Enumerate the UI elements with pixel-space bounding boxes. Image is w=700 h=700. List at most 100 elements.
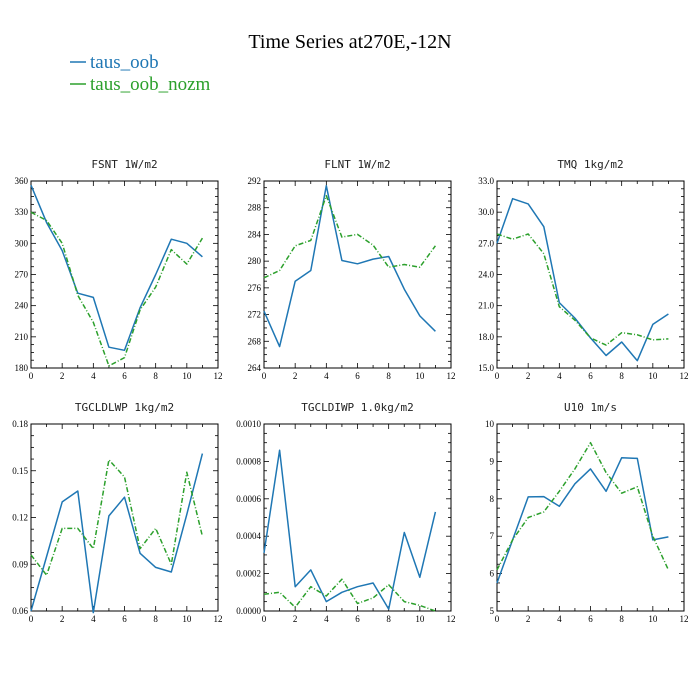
x-tick-label: 2 [293,371,298,381]
figure-title: Time Series at270E,-12N [248,31,451,53]
panel-title: TGCLDIWP 1.0kg/m2 [301,401,414,414]
plot-frame [30,180,219,369]
series-line-taus-oob-nozm [30,211,204,367]
y-tick-label: 272 [248,310,262,320]
series-line-taus-oob-nozm [263,578,436,612]
y-tick-label: 180 [15,363,29,373]
y-tick-label: 0.0004 [236,531,261,541]
x-tick-label: 8 [386,371,391,381]
series-line-taus-oob [30,453,204,614]
y-tick-label: 292 [248,176,262,186]
x-tick-label: 6 [122,614,127,624]
x-tick-label: 4 [91,614,96,624]
y-tick-label: 6 [490,569,495,579]
x-tick-label: 12 [214,371,223,381]
series-line-taus-oob-nozm [263,194,437,279]
x-tick-label: 4 [557,614,562,624]
panel-title: U10 1m/s [564,401,617,414]
series-line-taus-oob [496,197,669,362]
x-tick-label: 2 [293,614,298,624]
y-tick-label: 0.0008 [236,456,261,466]
y-tick-label: 210 [15,332,29,342]
x-tick-label: 2 [526,371,531,381]
y-tick-label: 0.0006 [236,494,261,504]
x-tick-label: 4 [91,371,96,381]
y-tick-label: 0.12 [12,513,28,523]
y-tick-label: 18.0 [478,332,494,342]
series-line-taus-oob-nozm [496,233,669,346]
y-tick-label: 33.0 [478,176,494,186]
panel-1: FSNT 1W/m2 0 2 4 6 8 10 12 180 210 240 270 300 330 360 [15,158,223,381]
y-tick-label: 21.0 [478,301,494,311]
plot-frame [263,180,452,369]
x-tick-label: 8 [153,614,158,624]
y-tick-label: 270 [15,270,29,280]
y-tick-label: 0.0002 [236,569,261,579]
panel-5: TGCLDIWP 1.0kg/m2 0 2 4 6 8 10 12 0.0000 0.0002 0.… [236,401,455,624]
y-tick-label: 10 [485,419,495,429]
plot-frame [263,423,452,612]
y-tick-label: 330 [15,207,29,217]
y-tick-label: 0.0010 [236,419,261,429]
x-tick-label: 12 [214,614,223,624]
y-tick-label: 7 [490,531,495,541]
x-tick-label: 12 [447,614,456,624]
plot-frame [496,423,685,612]
x-tick-label: 8 [619,614,624,624]
series-line-taus-oob [496,456,669,584]
panel-title: FSNT 1W/m2 [91,158,157,171]
x-tick-label: 12 [680,371,689,381]
x-tick-label: 4 [324,371,329,381]
panels: FSNT 1W/m20 2 4 6 8 10 12180210240270300330360… [12,158,688,624]
y-tick-label: 30.0 [478,207,494,217]
y-tick-label: 8 [490,494,495,504]
y-tick-label: 27.0 [478,238,494,248]
x-tick-label: 2 [526,614,531,624]
x-tick-label: 0 [495,614,500,624]
y-tick-label: 240 [15,301,29,311]
x-tick-label: 10 [648,371,658,381]
y-tick-label: 360 [15,176,29,186]
x-tick-label: 10 [415,371,425,381]
y-tick-label: 0.06 [12,606,28,616]
x-tick-label: 2 [60,614,65,624]
y-tick-label: 300 [15,238,29,248]
x-tick-label: 0 [262,614,267,624]
x-tick-label: 6 [355,614,360,624]
x-tick-label: 0 [262,371,267,381]
legend: taus_oob taus_oob_nozm [70,52,211,95]
x-tick-label: 10 [415,614,425,624]
y-tick-label: 5 [490,606,495,616]
panel-title: FLNT 1W/m2 [324,158,390,171]
y-tick-label: 24.0 [478,270,494,280]
panel-3: TMQ 1kg/m2 0 2 4 6 8 10 12 15.0 18.0 21.0 24.0 27.0 3… [478,158,688,381]
y-tick-label: 280 [248,256,262,266]
y-tick-label: 276 [248,283,262,293]
series-line-taus-oob [263,184,436,348]
legend-label-taus-oob: taus_oob [90,52,159,73]
y-tick-label: 284 [248,229,262,239]
panel-2: FLNT 1W/m2 0 2 4 6 8 10 12 264 268 272 276 280 284 288… [248,158,456,381]
y-tick-label: 0.15 [12,466,28,476]
series-line-taus-oob-nozm [496,441,670,571]
panel-6: U10 1m/s 0 2 4 6 8 10 12 5 6 7 8 9 10 [485,401,689,624]
y-tick-label: 0.18 [12,419,28,429]
series-line-taus-oob-nozm [30,459,204,576]
x-tick-label: 2 [60,371,65,381]
series-line-taus-oob [263,449,437,610]
x-tick-label: 10 [648,614,658,624]
x-tick-label: 10 [182,614,192,624]
y-tick-label: 15.0 [478,363,494,373]
y-tick-label: 268 [248,336,262,346]
x-tick-label: 6 [355,371,360,381]
plot-frame [496,180,685,369]
x-tick-label: 8 [619,371,624,381]
panel-title: TGCLDLWP 1kg/m2 [75,401,174,414]
panel-4: TGCLDLWP 1kg/m2 0 2 4 6 8 10 12 0.06 0.09 0.12 0.15… [12,401,222,624]
x-tick-label: 0 [29,614,34,624]
x-tick-label: 6 [588,371,593,381]
y-tick-label: 288 [248,203,262,213]
x-tick-label: 12 [680,614,689,624]
x-tick-label: 10 [182,371,192,381]
